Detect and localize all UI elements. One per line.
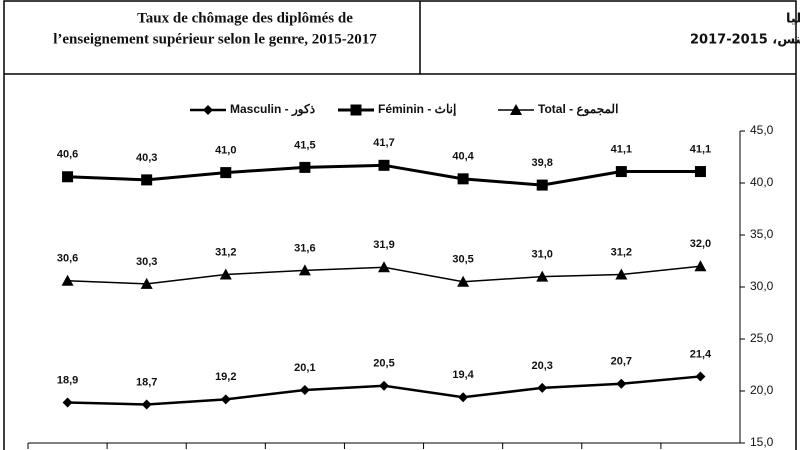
point — [378, 261, 390, 273]
data-label: 41,1 — [611, 143, 632, 155]
legend-marker — [510, 104, 522, 115]
data-label: 41,1 — [690, 143, 711, 155]
chart-title-ar: نسبة البطالة (%) من بين حاملي الشهادة ال… — [786, 12, 800, 27]
data-label: 31,9 — [373, 239, 394, 251]
point — [615, 268, 628, 280]
legend-label: Masculin - ذكور — [230, 102, 315, 117]
frame — [3, 0, 797, 450]
point — [299, 161, 311, 173]
data-label: 19,4 — [452, 369, 474, 381]
data-label: 30,3 — [136, 256, 157, 268]
chart-title-ar: حسب الجنس، 2015-2017 — [690, 33, 800, 48]
data-label: 41,0 — [215, 145, 236, 157]
point — [694, 260, 707, 272]
data-label: 30,5 — [452, 254, 473, 266]
point — [62, 397, 73, 408]
data-label: 18,9 — [57, 374, 78, 386]
data-label: 41,7 — [373, 137, 394, 149]
y-tick-label: 30,0 — [750, 279, 774, 293]
point — [458, 392, 469, 403]
data-label: 31,6 — [294, 242, 315, 254]
point — [141, 174, 153, 186]
point — [457, 275, 470, 287]
data-label: 20,5 — [373, 358, 394, 370]
point — [61, 274, 74, 286]
data-label: 30,6 — [57, 253, 78, 265]
legend-marker — [203, 105, 213, 115]
point — [299, 384, 310, 395]
point — [457, 173, 469, 185]
point — [298, 264, 311, 276]
point — [615, 166, 627, 178]
data-label: 40,3 — [136, 152, 157, 164]
y-tick-label: 15,0 — [750, 435, 774, 449]
data-label: 31,2 — [611, 246, 632, 258]
y-tick-label: 20,0 — [750, 383, 774, 397]
point — [62, 171, 74, 183]
chart-title: Taux de chômage des diplômés de — [137, 10, 353, 26]
point — [536, 270, 549, 282]
data-label: 21,4 — [690, 348, 712, 360]
point — [219, 268, 232, 280]
data-label: 20,3 — [532, 360, 553, 372]
point — [379, 380, 389, 391]
data-label: 18,7 — [136, 376, 157, 388]
point — [695, 371, 706, 382]
point — [220, 167, 232, 179]
y-tick-label: 35,0 — [750, 227, 774, 241]
point — [536, 179, 548, 191]
data-label: 39,8 — [532, 157, 553, 169]
data-label: 20,7 — [611, 356, 632, 368]
data-label: 31,2 — [215, 246, 236, 258]
point — [378, 159, 390, 171]
point — [537, 382, 548, 393]
point — [694, 166, 706, 178]
point — [616, 378, 627, 389]
data-label: 31,0 — [532, 249, 553, 261]
legend-label: Féminin - إناث — [378, 102, 456, 117]
data-label: 40,4 — [452, 151, 474, 163]
data-label: 41,5 — [294, 139, 315, 151]
point — [140, 277, 153, 289]
chart-title: l’enseignement supérieur selon le genre,… — [53, 31, 377, 47]
data-label: 32,0 — [690, 238, 711, 250]
point — [220, 394, 231, 405]
legend-label: Total - المجموع — [538, 102, 618, 117]
legend-marker — [350, 104, 362, 116]
data-label: 40,6 — [57, 149, 78, 161]
y-tick-label: 25,0 — [750, 331, 774, 345]
y-tick-label: 45,0 — [750, 123, 774, 137]
data-label: 19,2 — [215, 371, 236, 383]
point — [141, 399, 152, 410]
data-label: 20,1 — [294, 362, 315, 374]
y-tick-label: 40,0 — [750, 175, 774, 189]
